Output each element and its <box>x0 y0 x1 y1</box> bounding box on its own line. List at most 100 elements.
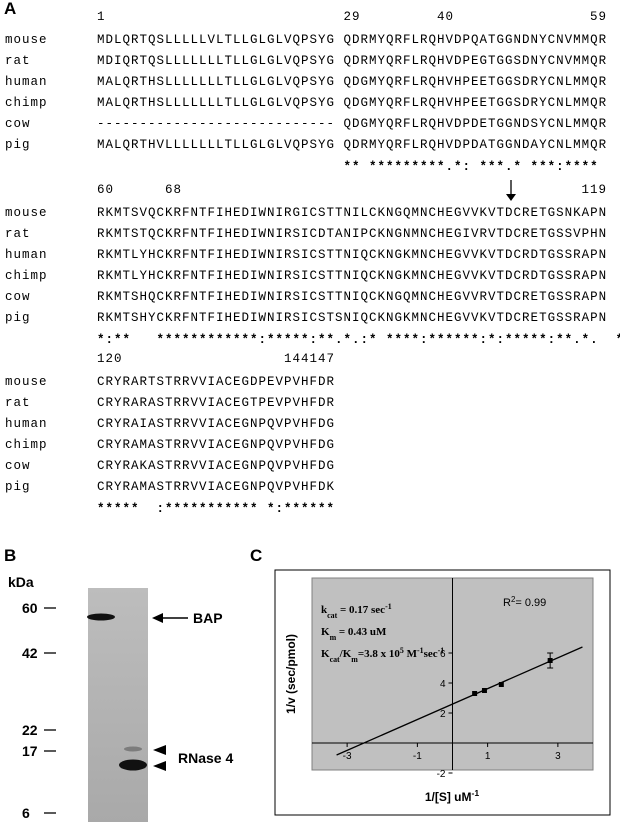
species-name: mouse <box>5 33 48 47</box>
sequence: MALQRTHSLLLLLLLTLLGLGLVQPSYG QDGMYQRFLRQ… <box>97 96 607 110</box>
y-tick-label: -2 <box>437 769 446 780</box>
sequence: CRYRAKASTRRVVIACEGNPQVPVHFDG <box>97 459 335 473</box>
text-part: -1 <box>385 602 392 611</box>
residue-number: 68 <box>165 183 182 197</box>
y-tick-label: 4 <box>440 679 446 690</box>
residue-number: 40 <box>437 10 454 24</box>
residue-number: 147 <box>309 352 335 366</box>
residue-number: 29 <box>344 10 361 24</box>
panel-label: A <box>4 0 16 18</box>
species-name: chimp <box>5 438 48 452</box>
panel-label: B <box>4 546 16 565</box>
residue-number: 144 <box>284 352 310 366</box>
text-part: 5 <box>400 646 404 655</box>
text-part: = 0.43 uM <box>336 626 387 638</box>
r-squared: R2= 0.99 <box>503 595 546 610</box>
y-axis-label: 1/v (sec/pmol) <box>284 634 298 714</box>
y-tick-label: 2 <box>440 709 446 720</box>
species-name: chimp <box>5 269 48 283</box>
text-part: -1 <box>417 646 424 655</box>
sequence: CRYRARTSTRRVVIACEGDPEVPVHFDR <box>97 375 335 389</box>
annotation: kcat = 0.17 sec-1 <box>321 602 392 620</box>
text-part: -1 <box>438 646 445 655</box>
fit-line <box>336 646 583 756</box>
marker-label: 6 <box>22 805 30 821</box>
species-name: mouse <box>5 206 48 220</box>
band-label: BAP <box>193 610 223 626</box>
species-name: rat <box>5 227 31 241</box>
species-name: rat <box>5 54 31 68</box>
species-name: rat <box>5 396 31 410</box>
text-part: = 0.17 sec <box>337 604 385 616</box>
text-part: =3.8 x 10 <box>358 648 401 660</box>
data-point <box>498 682 504 687</box>
x-tick-label: 3 <box>555 751 561 762</box>
data-point <box>547 658 553 663</box>
marker-label: 22 <box>22 722 38 738</box>
sequence: RKMTSVQCKRFNTFIHEDIWNIRGICSTTNILCKNGQMNC… <box>97 206 607 220</box>
text-part: K <box>321 648 330 660</box>
text-part: m <box>351 655 358 664</box>
residue-number: 119 <box>581 183 607 197</box>
sequence: CRYRARASTRRVVIACEGTPEVPVHFDR <box>97 396 335 410</box>
text-part: k <box>321 604 328 616</box>
sequence: RKMTLYHCKRFNTFIHEDIWNIRSICSTTNIQCKNGKMNC… <box>97 269 607 283</box>
species-name: chimp <box>5 96 48 110</box>
sequence: MALQRTHVLLLLLLLTLLGLGLVQPSYG QDRMYQRFLRQ… <box>97 138 607 152</box>
species-name: mouse <box>5 375 48 389</box>
band-arrows <box>152 613 188 771</box>
annotation: Kcat/Km=3.8 x 105 M-1sec-1 <box>321 646 444 664</box>
residue-number: 60 <box>97 183 114 197</box>
text-part: -1 <box>472 788 480 798</box>
consensus: *:** ************:*****:**.*.:* ****:***… <box>97 333 620 347</box>
residue-number: 1 <box>97 10 106 24</box>
species-name: cow <box>5 117 31 131</box>
sequence: CRYRAMASTRRVVIACEGNPQVPVHFDG <box>97 438 335 452</box>
text-part: R <box>503 597 511 609</box>
text-part: m <box>330 633 337 642</box>
sequence: MDLQRTQSLLLLLVLTLLGLGLVQPSYG QDRMYQRFLRQ… <box>97 33 607 47</box>
text-part: = 0.99 <box>515 597 546 609</box>
residue-number: 59 <box>590 10 607 24</box>
sequence: ---------------------------- QDGMYQRFLRQ… <box>97 117 607 131</box>
x-tick-label: -1 <box>413 751 422 762</box>
species-name: pig <box>5 480 31 494</box>
species-name: pig <box>5 311 31 325</box>
sequence: MDIQRTQSLLLLLLLTLLGLGLVQPSYG QDRMYQRFLRQ… <box>97 54 607 68</box>
text-part: cat <box>327 611 337 620</box>
text-part: M <box>404 648 418 660</box>
x-axis-label: 1/[S] uM-1 <box>425 788 480 804</box>
species-name: human <box>5 417 48 431</box>
sequence: RKMTSHQCKRFNTFIHEDIWNIRSICSTTNIQCKNGQMNC… <box>97 290 607 304</box>
sequence: CRYRAIASTRRVVIACEGNPQVPVHFDG <box>97 417 335 431</box>
consensus: ***** :*********** *:****** <box>97 502 335 516</box>
species-name: cow <box>5 459 31 473</box>
annotation: Km = 0.43 uM <box>321 626 387 642</box>
species-name: human <box>5 248 48 262</box>
panel-label: C <box>250 546 262 565</box>
residue-number: 120 <box>97 352 123 366</box>
sequence: RKMTSTQCKRFNTFIHEDIWNIRSICDTANIPCKNGNMNC… <box>97 227 607 241</box>
species-name: human <box>5 75 48 89</box>
y-tick-label: 6 <box>440 649 446 660</box>
gel <box>87 588 148 822</box>
sequence: MALQRTHSLLLLLLLTLLGLGLVQPSYG QDGMYQRFLRQ… <box>97 75 607 89</box>
species-name: pig <box>5 138 31 152</box>
band-label: RNase 4 <box>178 750 233 766</box>
text-part: 2 <box>511 595 515 604</box>
x-tick-label: 1 <box>485 751 491 762</box>
sequence: RKMTLYHCKRFNTFIHEDIWNIRSICSTTNIQCKNGKMNC… <box>97 248 607 262</box>
data-point <box>481 688 487 693</box>
text-part: K <box>321 626 330 638</box>
text-part: 1/[S] uM <box>425 790 472 804</box>
text-part: sec <box>424 648 438 660</box>
marker-label: 42 <box>22 645 38 661</box>
unit-label: kDa <box>8 574 34 590</box>
x-tick-label: -3 <box>343 751 352 762</box>
text-part: cat <box>330 655 340 664</box>
sequence: CRYRAMASTRRVVIACEGNPQVPVHFDK <box>97 480 335 494</box>
text-part: /K <box>339 648 352 660</box>
consensus: ** *********.*: ***.* ***:**** <box>97 160 599 174</box>
data-point <box>472 691 478 696</box>
